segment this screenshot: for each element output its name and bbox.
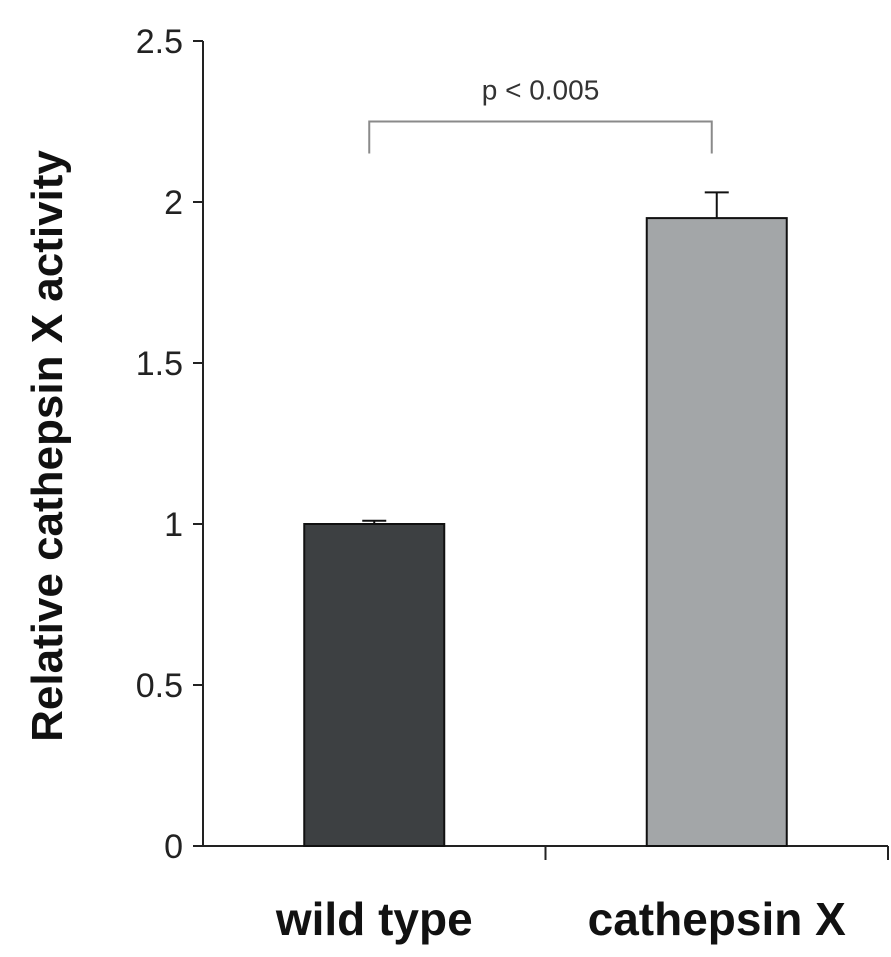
y-tick-label: 2.5: [136, 23, 183, 61]
significance-label: p < 0.005: [482, 75, 600, 106]
y-tick-label: 1.5: [136, 345, 183, 383]
y-tick-label: 1: [164, 506, 183, 544]
x-category-label: cathepsin X: [588, 893, 847, 945]
error-bars: [362, 191, 729, 524]
significance-bracket: [368, 120, 713, 154]
bar-cathepsin-X: [645, 217, 788, 848]
y-tick-label: 0: [164, 828, 183, 866]
significance-annotation: p < 0.005: [368, 75, 713, 154]
y-tick-label: 0.5: [136, 667, 183, 705]
bars: [303, 217, 788, 848]
y-tick-label: 2: [164, 184, 183, 222]
x-axis: wild type cathepsin X: [203, 845, 889, 945]
x-category-label: wild type: [275, 893, 473, 945]
bar-wild-type: [303, 523, 446, 847]
y-axis-title: Relative cathepsin X activity: [23, 150, 72, 742]
y-axis: 0 0.5 1 1.5 2 2.5: [136, 23, 204, 866]
